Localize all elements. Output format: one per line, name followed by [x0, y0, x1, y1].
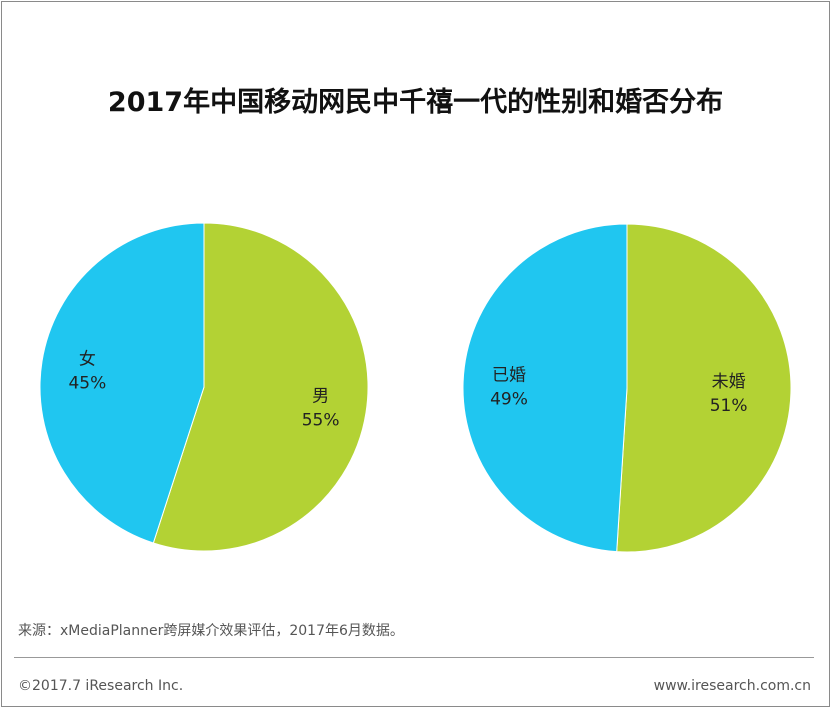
pie-1-label-2: 女	[79, 350, 96, 370]
pie-2-slice-1	[616, 223, 792, 553]
chart-title: 2017年中国移动网民中千禧一代的性别和婚否分布	[107, 87, 724, 118]
source-note: 来源：xMediaPlanner跨屏媒介效果评估，2017年6月数据。	[18, 623, 404, 639]
website-link[interactable]: www.iresearch.com.cn	[653, 678, 811, 694]
pie-1-label-1: 男	[312, 386, 329, 406]
pie-1-slice-1	[152, 222, 369, 552]
pie-1-slice-2	[39, 222, 205, 544]
pie-1-value-label-2: 45%	[68, 374, 106, 394]
footer-divider	[14, 657, 814, 658]
pie-1-value-label-1: 55%	[302, 410, 340, 430]
pie-2-value-label-2: 49%	[490, 389, 528, 409]
pie-2-label-2: 已婚	[492, 365, 526, 385]
pie-2-value-label-1: 51%	[710, 396, 748, 416]
pie-2-label-1: 未婚	[712, 372, 746, 392]
copyright: ©2017.7 iResearch Inc.	[18, 678, 184, 694]
pie-2-slice-2	[462, 223, 628, 553]
